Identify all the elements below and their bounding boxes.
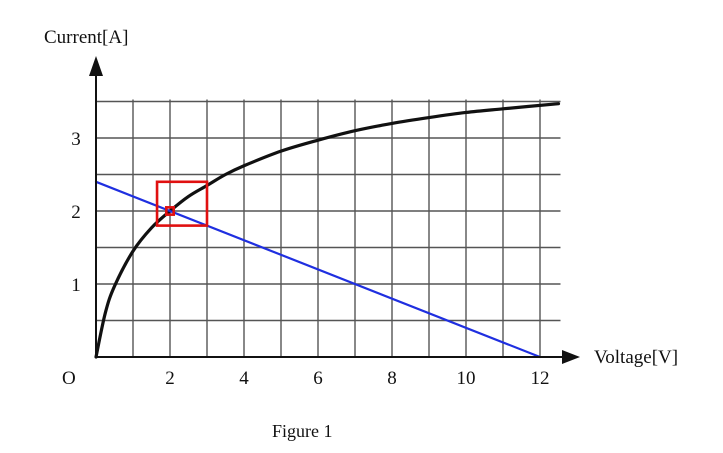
y-axis-label: Current[A] (44, 27, 128, 48)
figure-caption: Figure 1 (272, 421, 333, 441)
origin-label: O (62, 368, 76, 389)
annotation-rect-large (155, 180, 209, 227)
annotations (155, 180, 209, 227)
y-tick-label: 1 (71, 275, 81, 296)
x-tick-label: 2 (165, 368, 175, 389)
series-curve (94, 102, 561, 359)
x-tick-label: 4 (239, 368, 249, 389)
x-tick-label: 12 (531, 368, 550, 389)
y-axis-arrowhead (89, 56, 103, 76)
x-axis-arrowhead (562, 350, 580, 364)
series-group (94, 102, 561, 359)
y-tick-label: 3 (71, 129, 81, 150)
x-tick-label: 8 (387, 368, 397, 389)
annotation-rect-small (165, 206, 176, 216)
x-axis-label: Voltage[V] (594, 347, 678, 368)
x-tick-label: 6 (313, 368, 323, 389)
x-tick-label: 10 (457, 368, 476, 389)
y-tick-label: 2 (71, 202, 81, 223)
series-load-line (94, 180, 542, 359)
axes (89, 56, 580, 364)
